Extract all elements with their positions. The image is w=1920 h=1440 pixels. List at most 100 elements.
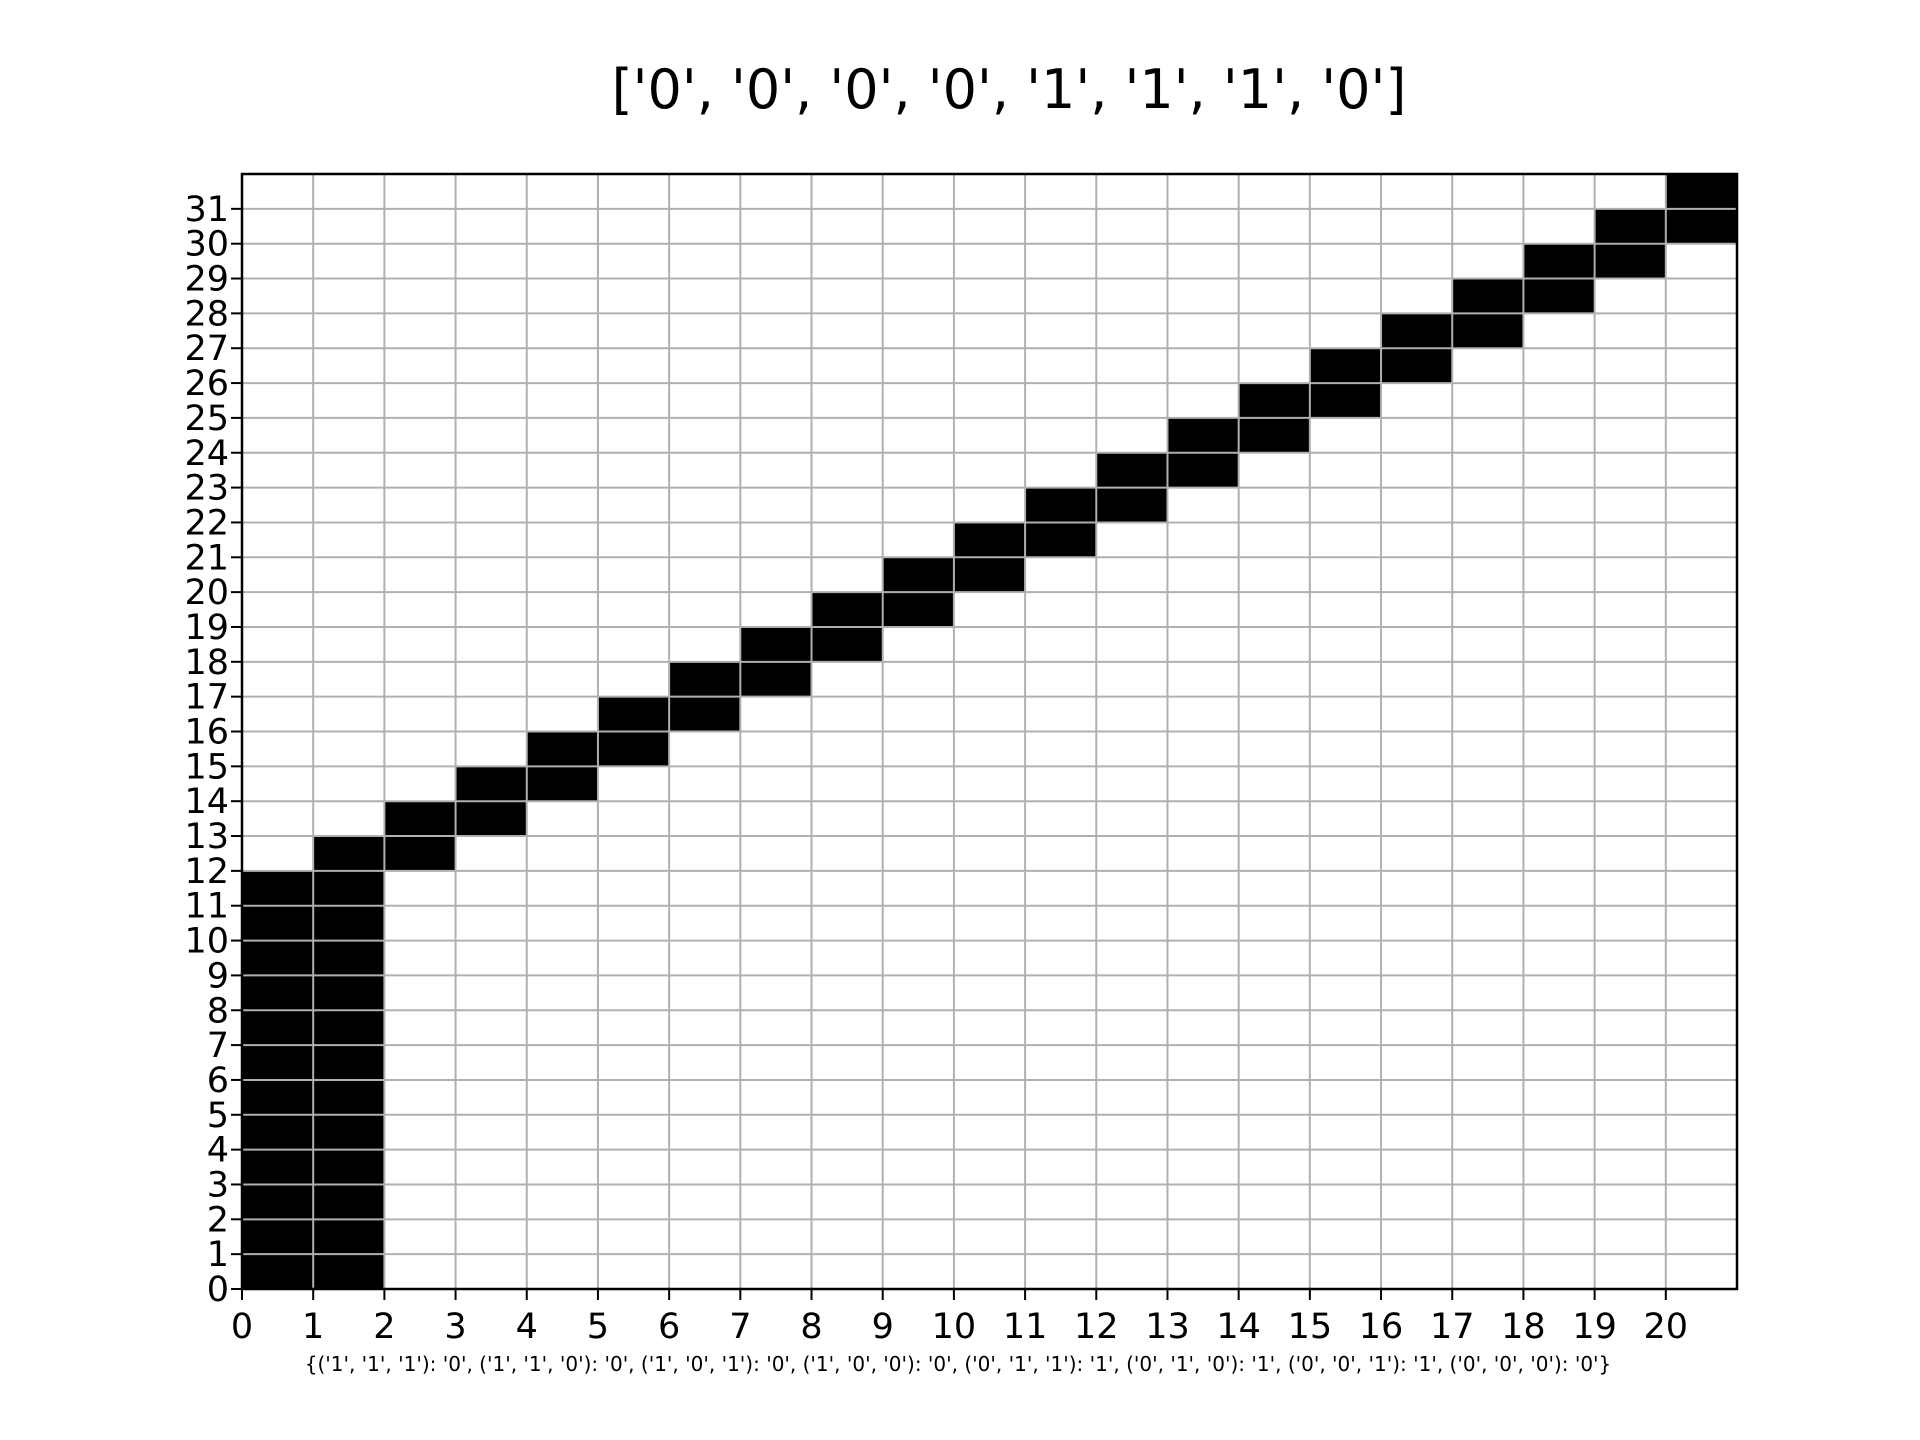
cell-11-21 <box>1025 522 1097 558</box>
y-tick-label-6: 6 <box>207 1061 229 1101</box>
cell-8-18 <box>811 626 883 662</box>
cell-1-3 <box>313 1149 385 1185</box>
x-tick-label-9: 9 <box>872 1307 894 1347</box>
y-tick-label-21: 21 <box>184 538 229 578</box>
y-tick-label-29: 29 <box>184 260 229 300</box>
cell-10-21 <box>953 522 1026 558</box>
y-tick-label-8: 8 <box>207 991 229 1031</box>
cell-0-9 <box>242 940 314 976</box>
y-tick-label-18: 18 <box>184 643 229 683</box>
cell-16-26 <box>1381 348 1453 384</box>
x-tick-label-1: 1 <box>302 1307 324 1347</box>
x-axis-ticks: 0 1 2 3 4 5 6 7 8 9 10 11 12 13 14 15 16 17 18 19 20 <box>231 1289 1688 1347</box>
cell-0-10 <box>242 905 314 941</box>
y-tick-label-5: 5 <box>207 1096 229 1136</box>
cell-6-17 <box>669 661 741 697</box>
x-tick-label-19: 19 <box>1572 1307 1617 1347</box>
y-tick-label-12: 12 <box>184 852 229 892</box>
cell-18-28 <box>1523 278 1595 314</box>
y-tick-label-3: 3 <box>207 1165 229 1205</box>
cell-9-19 <box>882 592 954 627</box>
x-tick-label-14: 14 <box>1216 1307 1261 1347</box>
x-tick-label-15: 15 <box>1288 1307 1333 1347</box>
y-tick-label-20: 20 <box>184 573 229 613</box>
cell-15-26 <box>1309 348 1382 384</box>
x-tick-label-3: 3 <box>444 1307 466 1347</box>
cell-1-6 <box>313 1045 385 1080</box>
x-tick-label-12: 12 <box>1074 1307 1119 1347</box>
cell-1-9 <box>313 940 385 976</box>
cell-7-18 <box>740 626 812 662</box>
cell-0-4 <box>242 1114 314 1150</box>
y-tick-label-11: 11 <box>184 887 229 927</box>
cell-1-8 <box>313 975 385 1011</box>
cell-1-11 <box>313 870 385 906</box>
cell-13-24 <box>1167 417 1239 453</box>
x-tick-label-16: 16 <box>1359 1307 1404 1347</box>
y-tick-label-7: 7 <box>207 1026 229 1066</box>
cell-2-12 <box>384 836 456 871</box>
x-tick-label-17: 17 <box>1430 1307 1475 1347</box>
cell-layer <box>242 174 1737 1289</box>
cell-1-7 <box>313 1010 385 1046</box>
chart-title: ['0', '0', '0', '0', '1', '1', '1', '0'] <box>612 58 1407 121</box>
y-tick-label-4: 4 <box>207 1131 229 1171</box>
x-tick-label-20: 20 <box>1644 1307 1689 1347</box>
y-tick-label-13: 13 <box>184 817 229 857</box>
cell-13-23 <box>1167 452 1239 488</box>
cell-16-27 <box>1381 313 1453 349</box>
y-tick-label-1: 1 <box>207 1235 229 1275</box>
cell-3-13 <box>455 801 527 837</box>
x-tick-label-10: 10 <box>932 1307 977 1347</box>
y-tick-label-16: 16 <box>184 713 229 753</box>
y-tick-label-31: 31 <box>184 190 229 230</box>
cell-5-15 <box>597 731 670 767</box>
cell-17-28 <box>1452 278 1524 314</box>
y-tick-label-0: 0 <box>207 1270 229 1310</box>
cell-6-16 <box>669 696 741 732</box>
cell-1-1 <box>313 1219 385 1255</box>
cell-17-27 <box>1452 313 1524 349</box>
cell-7-17 <box>740 661 812 697</box>
x-tick-label-4: 4 <box>516 1307 538 1347</box>
y-tick-label-23: 23 <box>184 469 229 509</box>
y-tick-label-30: 30 <box>184 225 229 265</box>
grid-lines <box>242 174 1737 1289</box>
cell-0-3 <box>242 1149 314 1185</box>
y-tick-label-14: 14 <box>184 782 229 822</box>
x-tick-label-5: 5 <box>587 1307 609 1347</box>
x-tick-label-18: 18 <box>1501 1307 1546 1347</box>
rule-caption: {('1', '1', '1'): '0', ('1', '1', '0'): … <box>305 1352 1612 1376</box>
y-tick-label-22: 22 <box>184 503 229 543</box>
cell-2-13 <box>384 801 456 837</box>
cell-1-0 <box>313 1254 385 1289</box>
cell-0-7 <box>242 1010 314 1046</box>
cell-1-10 <box>313 905 385 941</box>
cell-4-15 <box>526 731 598 767</box>
cell-0-6 <box>242 1045 314 1080</box>
cell-3-14 <box>455 766 527 802</box>
x-tick-label-7: 7 <box>729 1307 751 1347</box>
cell-19-29 <box>1594 243 1666 279</box>
cell-0-0 <box>242 1254 314 1289</box>
x-tick-label-8: 8 <box>800 1307 822 1347</box>
cell-0-5 <box>242 1079 314 1115</box>
cell-15-25 <box>1309 383 1382 418</box>
y-tick-label-28: 28 <box>184 294 229 334</box>
y-tick-label-27: 27 <box>184 329 229 369</box>
cell-14-25 <box>1238 383 1310 418</box>
cell-20-31 <box>1665 174 1737 209</box>
x-tick-label-6: 6 <box>658 1307 680 1347</box>
cell-1-2 <box>313 1184 385 1220</box>
y-tick-label-25: 25 <box>184 399 229 439</box>
cell-20-30 <box>1665 208 1737 244</box>
y-tick-label-26: 26 <box>184 364 229 404</box>
cell-0-1 <box>242 1219 314 1255</box>
cell-14-24 <box>1238 417 1310 453</box>
cell-9-20 <box>882 557 954 593</box>
cell-1-4 <box>313 1114 385 1150</box>
cell-19-30 <box>1594 208 1666 244</box>
cell-0-11 <box>242 870 314 906</box>
y-axis-ticks: 0123456789101112131415161718192021222324… <box>184 190 242 1310</box>
y-tick-label-9: 9 <box>207 956 229 996</box>
